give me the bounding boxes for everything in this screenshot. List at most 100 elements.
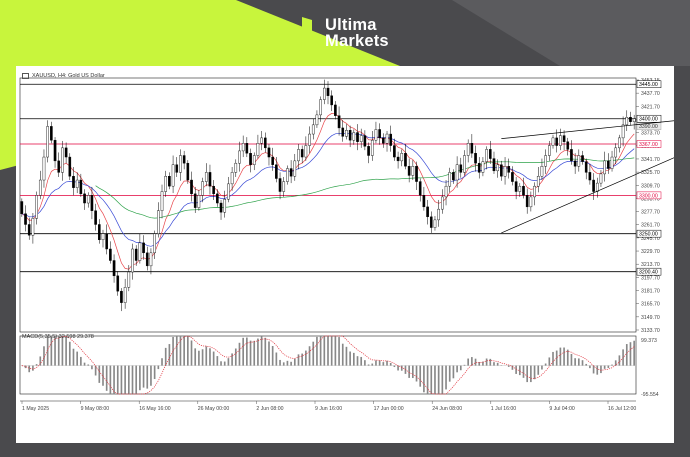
candle-body	[297, 149, 300, 162]
candle-body	[46, 126, 49, 158]
candle-body	[145, 252, 149, 267]
candle-body	[35, 195, 38, 219]
candle-body	[522, 185, 525, 196]
ma-red-line	[21, 113, 635, 270]
brand-logo: Ultima Markets	[291, 16, 389, 50]
candle-body	[311, 124, 315, 135]
candle-body	[481, 161, 485, 173]
candle-body	[286, 168, 289, 182]
candle-body	[197, 195, 201, 208]
candle-body	[459, 164, 463, 173]
candle-body	[293, 160, 297, 177]
candle-body	[112, 260, 116, 277]
y-tick-label: 3325.70	[641, 170, 660, 176]
x-tick-label: 2 Jun 08:00	[256, 406, 283, 412]
candle-body	[625, 116, 629, 126]
y-tick-label: 3245.70	[641, 236, 660, 242]
level-tag	[636, 191, 662, 200]
candle-body	[90, 195, 94, 211]
candle-body	[411, 166, 415, 176]
candle-body	[79, 179, 83, 195]
candle-body	[444, 185, 448, 198]
y-tick-label: 3213.70	[641, 262, 660, 268]
candle-body	[256, 143, 260, 156]
candle-body	[389, 133, 393, 146]
candle-body	[588, 172, 592, 181]
candle-body	[385, 133, 389, 144]
candle-body	[514, 181, 518, 192]
candle-body	[223, 198, 227, 213]
candle-body	[127, 271, 131, 288]
candle-body	[201, 181, 204, 196]
candle-body	[573, 160, 577, 167]
level-tag	[636, 80, 662, 88]
y-tick-label: 3261.70	[641, 223, 660, 229]
x-tick-label: 9 May 08:00	[81, 406, 110, 412]
candle-body	[241, 143, 245, 152]
y-tick-label: 3421.70	[641, 104, 660, 110]
y-tick-label: 3181.70	[641, 289, 660, 295]
ultima-logo-icon	[291, 16, 312, 50]
brand-name-line2: Markets	[325, 32, 389, 50]
y-tick-label: 3165.70	[641, 302, 660, 308]
candle-body	[610, 156, 614, 169]
macd-signal-line	[21, 335, 635, 395]
candle-body	[618, 137, 621, 149]
level-tag	[636, 114, 662, 123]
candle-body	[488, 149, 492, 159]
y-tick-label: 3197.70	[641, 275, 660, 281]
candle-body	[190, 179, 193, 195]
candle-body	[599, 173, 603, 184]
candle-body	[363, 135, 367, 147]
candle-body	[536, 176, 540, 187]
candle-body	[323, 87, 326, 100]
candle-body	[477, 162, 481, 173]
candle-body	[175, 164, 179, 173]
candle-body	[61, 147, 64, 173]
candle-body	[153, 233, 156, 254]
candle-body	[149, 252, 153, 267]
chart-type-icon	[22, 73, 29, 79]
candle-body	[212, 185, 215, 195]
candle-body	[72, 176, 75, 188]
ma-blue-line	[21, 132, 635, 247]
candle-body	[278, 178, 282, 192]
candle-body	[533, 185, 536, 198]
candle-body	[418, 181, 422, 196]
trendline-upper	[501, 120, 674, 140]
candle-body	[227, 183, 230, 200]
candle-body	[134, 248, 138, 261]
candle-body	[230, 172, 234, 185]
candle-body	[621, 124, 625, 139]
candle-body	[518, 185, 522, 192]
candle-body	[595, 182, 599, 192]
candle-body	[142, 242, 145, 254]
candle-body	[315, 114, 319, 126]
candle-body	[507, 166, 511, 173]
candle-body	[219, 202, 223, 213]
candle-body	[359, 135, 363, 142]
candle-body	[123, 287, 127, 303]
level-label: 3250.00	[639, 232, 658, 238]
y-tick-label: 3277.70	[641, 210, 660, 216]
x-tick-label: 26 May 00:00	[198, 406, 230, 412]
candle-body	[275, 164, 278, 179]
candle-body	[160, 191, 164, 211]
candle-body	[109, 248, 112, 261]
y-tick-label: 3229.70	[641, 249, 660, 255]
candle-body	[466, 143, 470, 156]
candle-body	[131, 248, 134, 273]
candle-body	[208, 172, 212, 187]
candle-body	[470, 143, 474, 154]
candle-body	[330, 95, 333, 106]
candle-body	[234, 162, 238, 173]
brand-name-line1: Ultima	[325, 16, 377, 34]
candle-body	[374, 129, 378, 141]
level-label: 3400.00	[639, 117, 658, 123]
candle-body	[263, 137, 267, 149]
macd-min-label: -95.554	[641, 392, 659, 398]
candle-body	[629, 116, 632, 122]
candle-body	[448, 172, 452, 187]
candle-body	[607, 160, 610, 169]
candle-body	[404, 153, 407, 167]
